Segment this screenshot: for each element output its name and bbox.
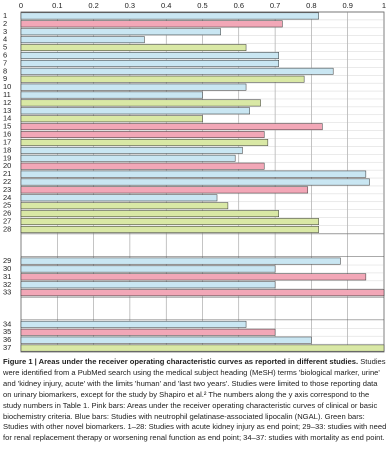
bar [20,36,145,44]
bar [20,52,279,59]
y-tick-label: 30 [3,264,11,273]
y-tick-label: 1 [3,11,7,20]
x-tick-label: 0.3 [125,1,135,10]
bar [20,83,247,91]
bar [20,257,341,265]
y-tick-label: 36 [3,335,11,344]
y-tick-label: 16 [3,130,11,139]
y-tick-label: 24 [3,193,11,202]
bar [20,273,367,281]
y-tick-label: 32 [3,280,11,289]
bar [20,170,367,178]
y-tick-label: 7 [3,58,7,67]
y-tick-label: 27 [3,217,11,226]
bar [20,12,319,20]
caption-text: Studies were identified from a PubMed se… [3,357,387,443]
caption: Figure 1 | Areas under the receiver oper… [3,357,387,444]
bar [20,178,370,186]
x-tick-label: 0.8 [306,1,316,10]
x-tick-label: 0.9 [342,1,352,10]
x-tick-label: 0.4 [161,1,171,10]
bar [20,344,385,352]
y-tick-label: 35 [3,327,11,336]
y-tick-label: 21 [3,169,11,178]
bar [20,281,276,289]
y-tick-label: 14 [3,114,11,123]
x-tick-label: 0.2 [88,1,98,10]
y-tick-label: 19 [3,153,11,162]
y-tick-label: 26 [3,209,11,218]
x-tick-label: 1 [382,1,386,10]
bar [20,75,305,83]
bar [20,265,276,273]
bar [20,123,323,131]
y-tick-label: 23 [3,185,11,194]
bar [20,115,203,123]
y-tick-label: 11 [3,90,11,99]
bar [20,20,283,28]
y-tick-label: 8 [3,66,7,75]
bar [20,91,203,99]
bar [20,336,312,344]
bar [20,154,236,162]
y-tick-label: 6 [3,50,7,59]
bar [20,162,265,170]
bar [20,59,279,67]
y-tick-label: 33 [3,288,11,297]
y-tick-label: 13 [3,106,11,115]
bar [20,107,250,115]
x-tick-label: 0.7 [270,1,280,10]
bar [20,44,247,51]
x-tick-label: 0.6 [234,1,244,10]
x-tick-label: 0 [19,1,23,10]
bar [20,328,276,336]
x-tick-label: 0.5 [197,1,207,10]
bar [20,139,269,146]
bar [20,289,385,297]
bar [20,194,218,202]
bar [20,186,309,194]
x-tick-label: 0.1 [52,1,62,10]
y-tick-label: 3 [3,27,7,36]
bar [20,146,243,154]
y-tick-label: 10 [3,82,11,91]
chart: 0 0.1 0.2 0.3 0.4 0.5 0.6 0.7 0.8 0.9 112345678910… [3,1,386,353]
bar [20,131,265,138]
y-tick-label: 29 [3,256,11,265]
y-tick-label: 28 [3,224,11,233]
bar [20,67,334,75]
bar [20,210,279,218]
y-tick-label: 18 [3,145,11,154]
bar [20,202,229,210]
y-tick-label: 25 [3,201,11,210]
y-tick-label: 34 [3,319,11,328]
y-tick-label: 37 [3,343,11,352]
bar [20,320,247,328]
y-tick-label: 20 [3,161,11,170]
bar [20,99,261,107]
y-tick-label: 9 [3,74,7,83]
y-tick-label: 2 [3,19,7,28]
bar [20,226,319,233]
y-tick-label: 31 [3,272,11,281]
y-tick-label: 12 [3,98,11,107]
y-tick-label: 15 [3,122,11,131]
y-tick-label: 22 [3,177,11,186]
bar [20,218,319,225]
caption-title: Figure 1 | Areas under the receiver oper… [3,357,359,366]
y-tick-label: 5 [3,43,7,52]
y-tick-label: 4 [3,35,7,44]
bar [20,28,221,36]
y-tick-label: 17 [3,137,11,146]
